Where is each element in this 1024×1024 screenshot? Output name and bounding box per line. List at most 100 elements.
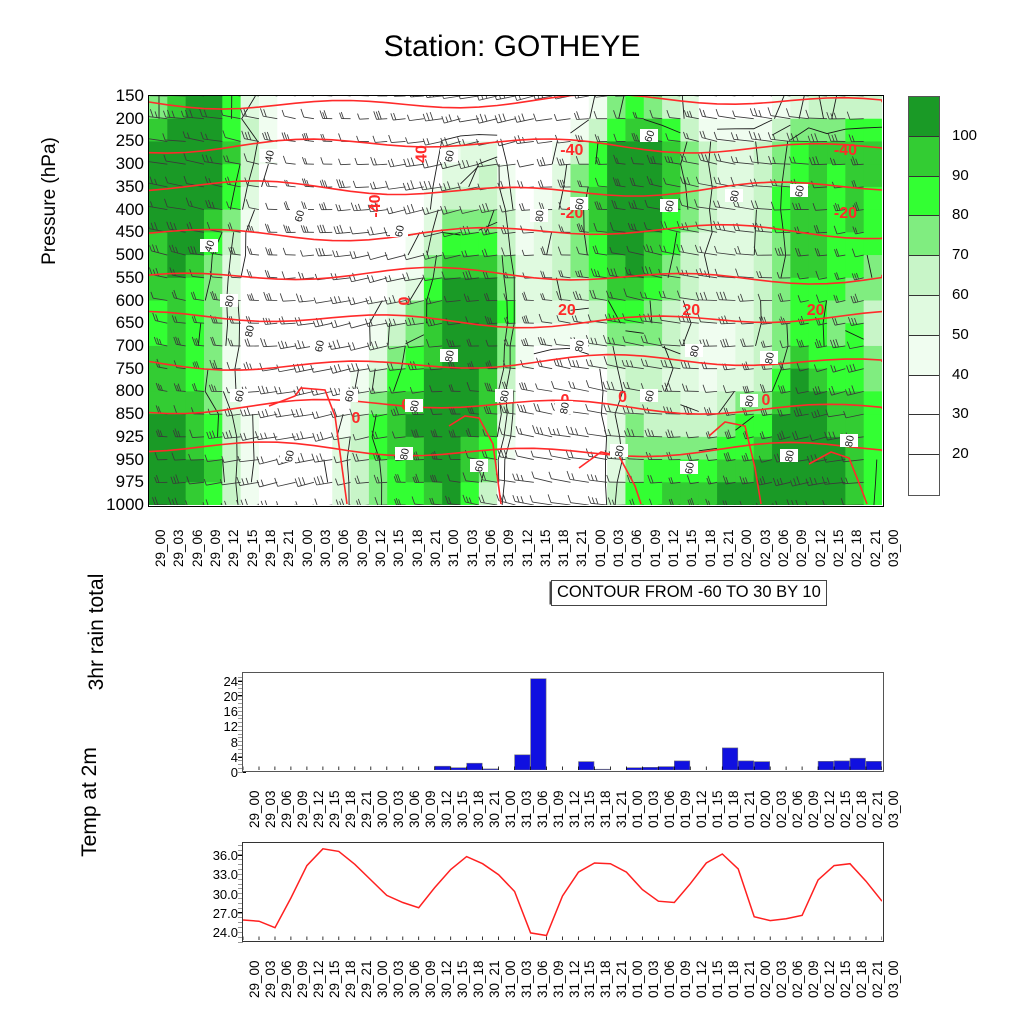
svg-text:60: 60 (642, 129, 657, 144)
temp-ytick: 27.0 (212, 905, 238, 921)
xaxis-tick-label: 02_15 (838, 790, 854, 828)
temp-minor-tick (238, 849, 243, 851)
rain-yaxis-ticks: 0 4 8 12 16 20 24 (190, 672, 246, 779)
xaxis-tick-label: 02_00 (758, 960, 774, 998)
main-ytick: 850 (115, 404, 144, 424)
svg-text:80: 80 (728, 189, 742, 203)
rain-minor-tick (238, 722, 243, 724)
colorbar-label: 60 (952, 286, 969, 303)
xaxis-tick-label: 29_21 (358, 960, 374, 998)
svg-text:60: 60 (473, 459, 487, 473)
temp-minor-tick (238, 893, 243, 895)
xaxis-tick-label: 30_03 (317, 529, 333, 567)
xaxis-tick-label: 31_03 (518, 960, 534, 998)
xaxis-tick-label: 31_06 (534, 960, 550, 998)
svg-text:80: 80 (223, 294, 237, 308)
xaxis-tick-label: 01_12 (694, 960, 710, 998)
xaxis-tick-label: 30_21 (486, 960, 502, 998)
rain-minor-tick (238, 771, 243, 773)
xaxis-tick-label: 30_06 (406, 960, 422, 998)
rain-minor-tick (238, 760, 243, 762)
svg-text:80: 80 (688, 344, 702, 358)
xaxis-tick-label: 30_12 (438, 790, 454, 828)
svg-text:80: 80 (398, 447, 412, 461)
xaxis-tick-label: 30_12 (372, 529, 388, 567)
svg-text:60: 60 (233, 389, 247, 403)
xaxis-tick-label: 29_18 (262, 529, 278, 567)
main-ytick: 200 (115, 108, 144, 128)
main-ytick: 350 (115, 176, 144, 196)
xaxis-tick-label: 30_15 (454, 790, 470, 828)
main-ytick: 150 (115, 86, 144, 105)
svg-text:60: 60 (663, 199, 677, 213)
rain-ytick: 4 (230, 749, 238, 765)
xaxis-tick-label: 30_00 (374, 960, 390, 998)
xaxis-tick-label: 31_03 (464, 529, 480, 567)
xaxis-tick-label: 01_03 (646, 960, 662, 998)
xaxis-tick-label: 01_15 (710, 960, 726, 998)
xaxis-tick-label: 30_09 (422, 960, 438, 998)
xaxis-tick-label: 29_09 (294, 790, 310, 828)
temp-minor-tick (238, 936, 243, 938)
svg-text:40: 40 (202, 239, 217, 254)
xaxis-tick-label: 01_09 (678, 960, 694, 998)
xaxis-tick-label: 30_00 (299, 529, 315, 567)
main-ylabel: Pressure (hPa) (39, 137, 60, 265)
rain-minor-tick (238, 680, 243, 682)
xaxis-tick-label: 29_15 (326, 960, 342, 998)
xaxis-tick-label: 31_18 (598, 960, 614, 998)
xaxis-tick-label: 29_21 (281, 529, 297, 567)
rain-ytick: 0 (230, 765, 238, 780)
svg-text:-20: -20 (834, 205, 857, 222)
main-ytick: 950 (115, 449, 144, 469)
svg-text:80: 80 (498, 389, 512, 403)
xaxis-tick-label: 02_03 (774, 960, 790, 998)
temp-ytick: 30.0 (212, 886, 238, 902)
temp-minor-tick (238, 888, 243, 890)
xaxis-tick-label: 31_21 (614, 960, 630, 998)
xaxis-tick-label: 30_15 (454, 960, 470, 998)
xaxis-tick-label: 31_09 (550, 960, 566, 998)
rain-minor-tick (238, 737, 243, 739)
svg-text:0: 0 (761, 392, 770, 409)
temp-minor-tick (238, 868, 243, 870)
xaxis-tick-label: 31_03 (518, 790, 534, 828)
xaxis-tick-label: 30_21 (486, 790, 502, 828)
rain-minor-tick (238, 729, 243, 731)
xaxis-tick-label: 01_00 (592, 529, 608, 567)
xaxis-tick-label: 03_00 (886, 790, 901, 828)
svg-text:80: 80 (243, 324, 257, 338)
xaxis-tick-label: 31_18 (598, 790, 614, 828)
rain-minor-tick (238, 745, 243, 747)
xaxis-tick-label: 01_06 (629, 529, 645, 567)
rain-ytick: 24 (223, 673, 238, 689)
xaxis-tick-label: 30_03 (390, 960, 406, 998)
svg-text:40: 40 (263, 149, 277, 163)
rain-minor-tick (238, 767, 243, 769)
xaxis-tick-label: 01_18 (702, 529, 718, 567)
colorbar-label: 20 (952, 445, 969, 463)
colorbar-band (909, 295, 939, 336)
xaxis-tick-label: 29_03 (262, 790, 278, 828)
rain-minor-tick (238, 748, 243, 750)
temp-minor-tick (238, 912, 243, 914)
rain-minor-tick (238, 688, 243, 689)
temp-minor-tick (238, 898, 243, 900)
svg-text:80: 80 (763, 351, 777, 365)
svg-text:60: 60 (283, 449, 297, 463)
temp-ytick: 24.0 (212, 925, 238, 941)
main-ytick: 550 (115, 267, 144, 287)
xaxis-tick-label: 30_18 (470, 790, 486, 828)
svg-text:20: 20 (807, 302, 825, 319)
colorbar-band (909, 455, 939, 495)
main-ytick: 925 (115, 426, 144, 446)
xaxis-tick-label: 30_00 (374, 790, 390, 828)
xaxis-tick-label: 31_21 (574, 529, 590, 567)
temp-minor-tick (238, 859, 243, 861)
colorbar-band (909, 176, 939, 217)
temp-minor-tick (238, 883, 243, 885)
rain-minor-tick (238, 718, 243, 720)
colorbar-label: 50 (952, 325, 969, 343)
main-ytick: 250 (115, 131, 144, 151)
main-ytick: 975 (115, 472, 144, 492)
